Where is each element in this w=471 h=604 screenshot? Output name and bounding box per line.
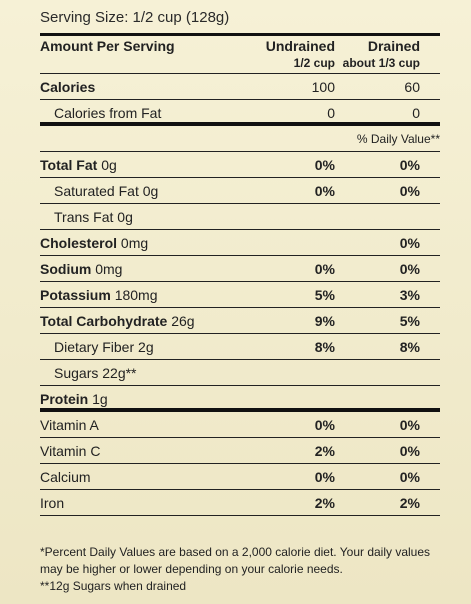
vitamin-drained-dv: 0% <box>399 417 420 433</box>
nutrient-row: Sodium 0mg 0% 0% <box>40 256 440 282</box>
nutrient-amount: 0g <box>117 209 133 225</box>
vitamin-undrained-dv: 2% <box>314 443 335 459</box>
nutrient-amount: 26g <box>171 313 195 329</box>
vitamin-label: Calcium <box>40 469 91 485</box>
nutrient-drained-dv: 0% <box>399 183 420 199</box>
nutrient-name: Total Carbohydrate <box>40 313 168 329</box>
nutrient-label: Total Carbohydrate 26g <box>40 308 195 334</box>
vitamin-row: Iron 2% 2% <box>40 490 440 516</box>
vitamin-undrained-dv: 0% <box>314 417 335 433</box>
calories-from-fat-drained: 0 <box>412 105 420 121</box>
nutrient-drained-dv: 0% <box>399 261 420 277</box>
nutrient-name: Sodium <box>40 261 92 277</box>
nutrient-label: Cholesterol 0mg <box>40 230 148 256</box>
nutrient-name: Saturated Fat <box>54 183 139 199</box>
calories-label: Calories <box>40 79 96 95</box>
vitamin-row: Vitamin C 2% 0% <box>40 438 440 464</box>
footnote-line: may be higher or lower depending on your… <box>40 562 343 576</box>
nutrient-label: Sodium 0mg <box>40 256 122 282</box>
calories-drained: 60 <box>404 79 420 95</box>
vitamin-drained-dv: 2% <box>399 495 420 511</box>
nutrient-label: Sugars 22g** <box>54 360 137 386</box>
nutrient-amount: 2g <box>138 339 154 355</box>
footnote-line: *Percent Daily Values are based on a 2,0… <box>40 545 431 559</box>
undrained-subtitle: 1/2 cup <box>293 56 335 70</box>
nutrient-drained-dv: 3% <box>399 287 420 303</box>
nutrient-row: Saturated Fat 0g 0% 0% <box>40 178 440 204</box>
calories-from-fat-undrained: 0 <box>327 105 335 121</box>
nutrient-name: Protein <box>40 391 89 407</box>
nutrient-row: Trans Fat 0g <box>40 204 440 230</box>
nutrient-row: Sugars 22g** <box>40 360 440 386</box>
vitamin-undrained-dv: 2% <box>314 495 335 511</box>
calories-row: Calories 100 60 <box>40 74 440 100</box>
nutrient-drained-dv: 8% <box>399 339 420 355</box>
nutrient-label: Total Fat 0g <box>40 152 117 178</box>
vitamin-label: Vitamin A <box>40 417 99 433</box>
nutrient-name: Sugars <box>54 365 99 381</box>
nutrient-label: Dietary Fiber 2g <box>54 334 154 360</box>
vitamin-drained-dv: 0% <box>399 443 420 459</box>
nutrient-undrained-dv: 0% <box>314 261 335 277</box>
nutrient-undrained-dv: 5% <box>314 287 335 303</box>
nutrient-row: Total Fat 0g 0% 0% <box>40 152 440 178</box>
serving-size: Serving Size: 1/2 cup (128g) <box>40 0 440 36</box>
vitamin-drained-dv: 0% <box>399 469 420 485</box>
nutrient-row: Cholesterol 0mg 0% <box>40 230 440 256</box>
undrained-column-header: Undrained 1/2 cup <box>266 36 335 70</box>
nutrition-facts-panel: Serving Size: 1/2 cup (128g) Amount Per … <box>40 0 440 516</box>
amount-per-serving-header: Amount Per Serving Undrained 1/2 cup Dra… <box>40 36 440 74</box>
nutrient-amount: 22g** <box>102 365 137 381</box>
nutrient-drained-dv: 5% <box>399 313 420 329</box>
nutrient-amount: 0mg <box>95 261 123 277</box>
nutrient-name: Trans Fat <box>54 209 114 225</box>
nutrient-label: Potassium 180mg <box>40 282 158 308</box>
calories-undrained: 100 <box>311 79 335 95</box>
vitamin-label: Iron <box>40 495 65 511</box>
nutrient-name: Dietary Fiber <box>54 339 135 355</box>
nutrient-undrained-dv: 8% <box>314 339 335 355</box>
nutrient-undrained-dv: 0% <box>314 157 335 173</box>
calories-from-fat-label: Calories from Fat <box>54 105 162 121</box>
nutrient-drained-dv: 0% <box>399 157 420 173</box>
calories-from-fat-row: Calories from Fat 0 0 <box>40 100 440 126</box>
vitamin-label: Vitamin C <box>40 443 101 459</box>
daily-value-header: % Daily Value** <box>40 126 440 152</box>
vitamin-row: Vitamin A 0% 0% <box>40 412 440 438</box>
undrained-title: Undrained <box>265 38 335 54</box>
nutrient-label: Trans Fat 0g <box>54 204 133 230</box>
vitamin-row: Calcium 0% 0% <box>40 464 440 490</box>
nutrient-drained-dv: 0% <box>399 235 420 251</box>
nutrient-amount: 0g <box>142 183 159 199</box>
nutrient-row: Total Carbohydrate 26g 9% 5% <box>40 308 440 334</box>
footnote-line: **12g Sugars when drained <box>40 579 187 593</box>
nutrient-undrained-dv: 9% <box>314 313 335 329</box>
nutrient-amount: 180mg <box>114 287 158 303</box>
nutrient-label: Saturated Fat 0g <box>54 178 158 204</box>
nutrient-amount: 0g <box>101 157 117 173</box>
drained-title: Drained <box>367 38 420 54</box>
nutrient-amount: 0mg <box>120 235 149 251</box>
nutrient-row: Potassium 180mg 5% 3% <box>40 282 440 308</box>
nutrient-name: Cholesterol <box>40 235 118 251</box>
nutrient-undrained-dv: 0% <box>314 183 335 199</box>
amount-per-serving-label: Amount Per Serving <box>40 38 175 54</box>
footnotes: *Percent Daily Values are based on a 2,0… <box>40 544 440 595</box>
nutrient-row: Dietary Fiber 2g 8% 8% <box>40 334 440 360</box>
drained-column-header: Drained about 1/3 cup <box>343 36 420 70</box>
nutrient-name: Total Fat <box>40 157 98 173</box>
nutrient-label: Protein 1g <box>40 386 108 412</box>
nutrient-row: Protein 1g <box>40 386 440 412</box>
vitamin-undrained-dv: 0% <box>314 469 335 485</box>
nutrient-amount: 1g <box>92 391 108 407</box>
drained-subtitle: about 1/3 cup <box>342 56 420 70</box>
nutrient-name: Potassium <box>40 287 111 303</box>
